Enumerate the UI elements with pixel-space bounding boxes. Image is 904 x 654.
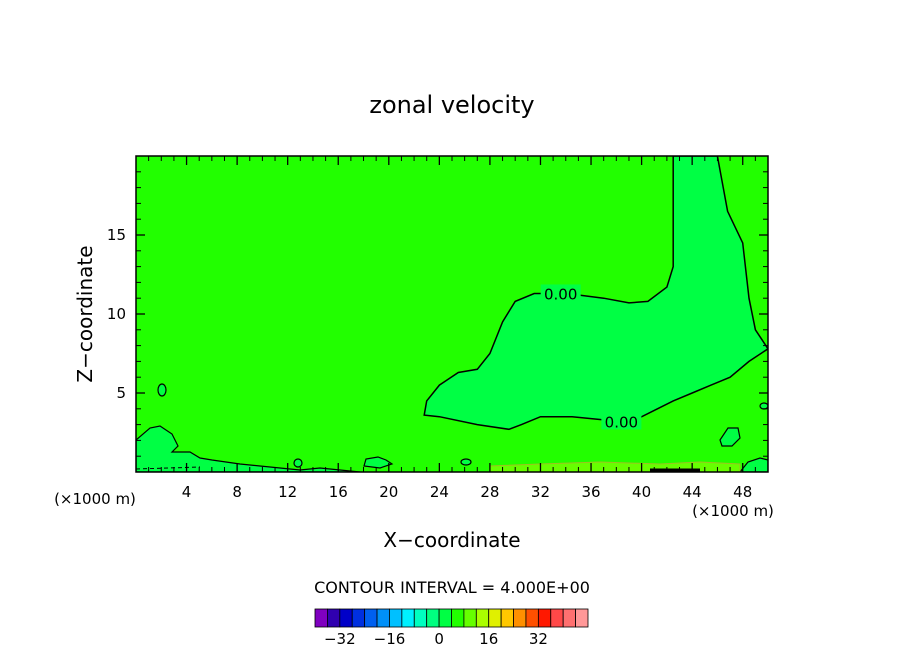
colorbar-swatch [413,608,428,628]
colorbar-swatch [575,608,589,628]
colorbar-swatch [562,608,576,628]
colorbar-swatch [500,608,514,628]
x-tick-label: 40 [632,483,651,501]
colorbar [314,608,589,628]
colorbar-tick-label: 0 [434,630,444,648]
surface-dashed-line [136,466,201,470]
x-tick-labels: 4 8 12 16 20 24 28 32 36 40 44 48 [182,483,752,501]
x-tick-label: 44 [683,483,702,501]
colorbar-swatch [339,608,353,628]
chart-title: zonal velocity [369,91,534,119]
small-contour-cell-2 [293,458,303,468]
x-tick-label: 48 [733,483,752,501]
small-contour-cell-5 [719,427,741,447]
y-tick-label: 10 [107,305,126,323]
colorbar-swatch [364,608,378,628]
x-tick-label: 4 [182,483,192,501]
x-unit-right: (×1000 m) [692,502,774,520]
x-unit-left: (×1000 m) [54,490,136,508]
contour-label: 0.00 [605,413,638,431]
small-contour-cell-3 [363,456,394,469]
x-tick-label: 16 [329,483,348,501]
near-surface-features [136,383,768,472]
y-tick-labels: 5 10 15 [107,226,126,402]
y-tick-label: 5 [116,384,126,402]
colorbar-tick-label: 16 [479,630,498,648]
colorbar-swatch [376,608,390,628]
colorbar-swatch [401,608,415,628]
colorbar-swatch [451,608,465,628]
x-tick-label: 20 [379,483,398,501]
colorbar-swatch [351,608,366,628]
colorbar-swatch [389,608,403,628]
colorbar-swatch [525,608,539,628]
colorbar-swatch [327,608,341,628]
x-axis-ticks [148,156,756,472]
plot-area [136,156,768,472]
colorbar-tick-label: −32 [324,630,356,648]
y-tick-label: 15 [107,226,126,244]
x-tick-label: 8 [232,483,242,501]
x-tick-label: 12 [278,483,297,501]
contour-label-bg [540,284,581,302]
colorbar-swatch [513,608,527,628]
contour-label-bg [601,412,642,430]
colorbar-tick-label: 32 [529,630,548,648]
x-tick-label: 36 [581,483,600,501]
y-axis-label: Z−coordinate [73,245,97,382]
colorbar-swatch [550,608,564,628]
x-tick-label: 32 [531,483,550,501]
x-tick-label: 24 [430,483,449,501]
surface-contour-left [136,425,361,472]
small-contour-cell-4 [460,458,472,466]
colorbar-swatch [463,608,477,628]
contour-interval-text: CONTOUR INTERVAL = 4.000E+00 [314,578,590,597]
x-tick-label: 28 [480,483,499,501]
colorbar-swatch [314,608,328,628]
contour-label: 0.00 [544,285,577,303]
colorbar-swatch [426,608,440,628]
zero-contour-region [423,156,768,431]
surface-contour-right [739,457,768,472]
colorbar-swatch [537,608,552,628]
colorbar-tick-label: −16 [374,630,406,648]
x-axis-label: X−coordinate [383,528,520,552]
colorbar-swatch [438,608,452,628]
colorbar-swatch [488,608,502,628]
small-contour-cell-1 [157,383,167,397]
small-contour-cell-6 [759,402,768,410]
contour-labels: 0.00 0.00 [540,284,642,431]
colorbar-labels: −32 −16 0 16 32 [324,630,548,648]
y-axis-ticks [136,171,768,457]
colorbar-swatch [475,608,490,628]
